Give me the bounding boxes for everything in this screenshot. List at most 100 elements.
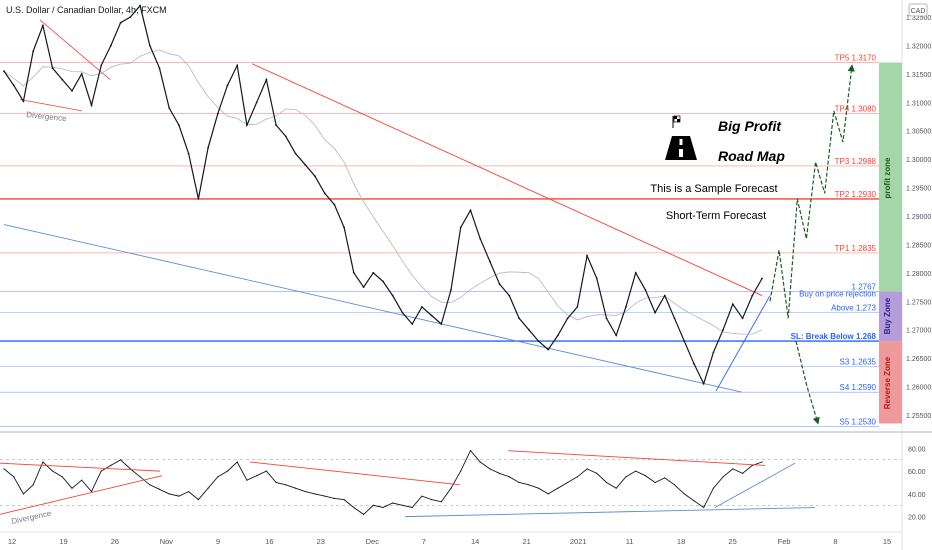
price-point-48 bbox=[469, 209, 472, 212]
osc-point-70 bbox=[683, 493, 685, 495]
osc-point-9 bbox=[90, 491, 93, 493]
price-point-69 bbox=[673, 317, 676, 320]
osc-point-75 bbox=[732, 468, 734, 470]
level-label-7: Above 1.273 bbox=[831, 304, 876, 313]
price-point-35 bbox=[343, 226, 345, 229]
time-tick-13: 18 bbox=[677, 537, 685, 546]
price-point-64 bbox=[625, 306, 627, 308]
zones-layer bbox=[879, 62, 902, 424]
rising-trendline bbox=[715, 295, 771, 392]
osc-point-57 bbox=[557, 487, 559, 489]
price-point-71 bbox=[693, 362, 695, 365]
osc-point-23 bbox=[226, 470, 229, 472]
price-point-46 bbox=[450, 289, 452, 291]
osc-tick-3: 20.00 bbox=[908, 515, 926, 522]
price-point-66 bbox=[644, 289, 647, 291]
osc-point-45 bbox=[440, 501, 442, 503]
price-point-33 bbox=[323, 192, 326, 195]
time-tick-10: 21 bbox=[523, 537, 531, 546]
price-point-74 bbox=[722, 328, 724, 331]
price-point-1 bbox=[12, 84, 15, 87]
support-trendline bbox=[3, 224, 743, 393]
osc-point-39 bbox=[382, 506, 384, 509]
price-point-54 bbox=[527, 328, 530, 331]
osc-point-6 bbox=[61, 476, 63, 478]
price-tick-5: 1.30000 bbox=[906, 157, 931, 164]
price-point-57 bbox=[557, 334, 559, 337]
price-point-75 bbox=[731, 303, 734, 305]
osc-point-11 bbox=[110, 464, 112, 466]
osc-point-58 bbox=[567, 481, 569, 484]
price-point-0 bbox=[3, 70, 5, 72]
price-point-6 bbox=[61, 78, 64, 81]
time-tick-6: 23 bbox=[317, 537, 325, 546]
price-tick-13: 1.26000 bbox=[906, 385, 931, 392]
osc-tick-1: 60.00 bbox=[908, 469, 926, 476]
price-point-36 bbox=[352, 271, 355, 274]
osc-point-67 bbox=[654, 481, 656, 484]
osc-point-46 bbox=[450, 487, 452, 489]
osc-point-49 bbox=[479, 461, 481, 463]
price-tick-1: 1.32000 bbox=[906, 43, 931, 50]
osc-point-0 bbox=[3, 468, 5, 470]
osc-point-48 bbox=[469, 450, 472, 452]
level-label-6: Buy on price rejection bbox=[799, 289, 876, 298]
price-point-73 bbox=[712, 351, 715, 354]
osc-point-15 bbox=[149, 484, 151, 486]
divergence-price-label: Divergence bbox=[26, 110, 68, 123]
price-point-67 bbox=[654, 311, 656, 314]
osc-point-7 bbox=[71, 487, 73, 489]
price-point-47 bbox=[459, 226, 462, 229]
price-point-40 bbox=[391, 294, 394, 297]
osc-point-52 bbox=[508, 476, 510, 478]
osc-point-37 bbox=[363, 513, 365, 516]
osc-point-59 bbox=[576, 476, 579, 478]
level-label-10: S4 1.2590 bbox=[840, 383, 877, 392]
price-point-18 bbox=[178, 124, 180, 126]
price-point-77 bbox=[751, 294, 754, 297]
price-point-72 bbox=[702, 382, 705, 385]
osc-point-27 bbox=[265, 470, 267, 472]
price-point-44 bbox=[430, 314, 433, 317]
osc-point-40 bbox=[392, 502, 394, 504]
osc-point-32 bbox=[314, 493, 316, 495]
price-point-41 bbox=[401, 311, 404, 314]
time-tick-3: Nov bbox=[160, 537, 174, 546]
price-point-59 bbox=[576, 306, 579, 308]
price-tick-10: 1.27500 bbox=[906, 299, 931, 306]
osc-point-22 bbox=[217, 476, 219, 478]
reverse-zone-label: Reverse Zone bbox=[883, 356, 892, 409]
osc-point-14 bbox=[139, 476, 141, 478]
buy-zone-band bbox=[879, 291, 902, 342]
time-axis-labels: 12 19 26 Nov 9 16 23 Dec 7 14 21 2021 11 18 25 Feb 8 15 bbox=[8, 537, 891, 546]
profit-zone-band bbox=[879, 62, 902, 292]
price-point-23 bbox=[226, 84, 229, 87]
price-point-27 bbox=[265, 78, 268, 81]
price-point-32 bbox=[314, 175, 316, 178]
symbol-title: U.S. Dollar / Canadian Dollar, 4h, FXCM bbox=[6, 5, 167, 15]
price-point-2 bbox=[22, 100, 25, 103]
level-label-1: TP4 1.3080 bbox=[835, 105, 877, 114]
osc-point-5 bbox=[52, 470, 54, 472]
currency-badge: CAD bbox=[911, 8, 926, 15]
osc-point-10 bbox=[100, 470, 102, 472]
osc-point-24 bbox=[236, 461, 238, 463]
osc-point-74 bbox=[722, 476, 724, 478]
price-point-29 bbox=[284, 135, 287, 138]
time-tick-14: 25 bbox=[728, 537, 736, 546]
osc-point-62 bbox=[605, 481, 608, 484]
price-series-layer bbox=[3, 4, 763, 386]
osc-point-25 bbox=[246, 479, 248, 481]
price-point-19 bbox=[187, 152, 190, 155]
osc-point-29 bbox=[285, 484, 287, 486]
price-point-9 bbox=[90, 104, 93, 107]
osc-point-36 bbox=[353, 506, 355, 509]
osc-point-35 bbox=[343, 499, 345, 501]
forecast-up-path bbox=[769, 64, 855, 319]
price-point-37 bbox=[362, 286, 365, 288]
osc-point-51 bbox=[499, 472, 501, 474]
time-tick-11: 2021 bbox=[570, 537, 587, 546]
osc-point-64 bbox=[625, 476, 627, 478]
price-point-30 bbox=[294, 152, 297, 155]
osc-point-28 bbox=[275, 481, 277, 484]
